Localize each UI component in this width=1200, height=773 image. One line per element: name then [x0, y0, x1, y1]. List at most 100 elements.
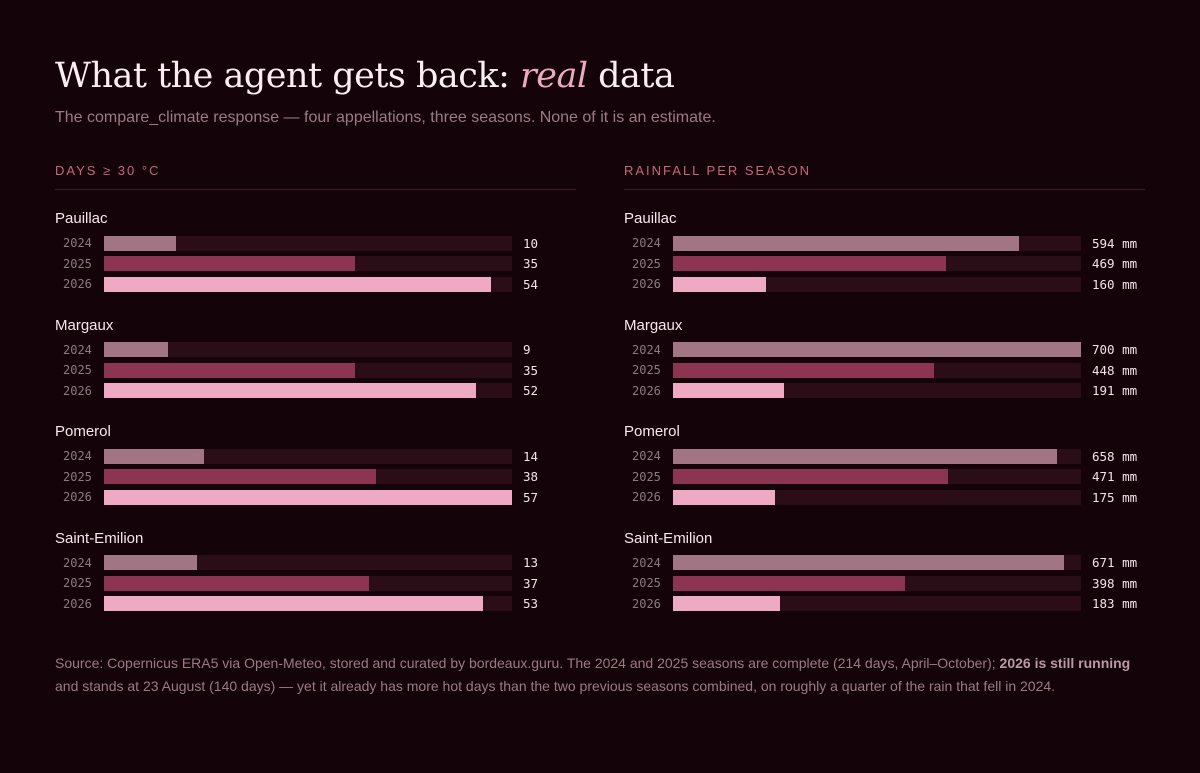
- season-label: 2026: [632, 383, 661, 398]
- bar-value: 594: [1092, 235, 1115, 251]
- page-subtitle: The compare_climate response — four appe…: [55, 109, 716, 126]
- bar-2024: [104, 235, 176, 251]
- bar-value: 53: [523, 596, 539, 612]
- bar-2024: [673, 448, 1057, 464]
- appellation-name: Margaux: [55, 316, 114, 334]
- page-title: What the agent gets back: real data: [55, 56, 675, 96]
- bar-unit: mm: [1122, 235, 1138, 251]
- bar-value: 35: [523, 256, 539, 272]
- bar-value-label: 35: [523, 256, 538, 271]
- bar-value: 469: [1092, 256, 1115, 272]
- appellation-name: Pauillac: [624, 210, 677, 227]
- bar-value: 160: [1092, 276, 1115, 292]
- bar-value-label: 38: [523, 469, 538, 484]
- bar-row: 2026 57: [55, 487, 576, 508]
- bar-value-label: 13: [523, 555, 538, 570]
- bar-track: [104, 489, 512, 505]
- bar-value-label: 469 mm: [1092, 256, 1137, 271]
- bar-row: 2026 183 mm: [624, 594, 1145, 615]
- bar-track: [673, 383, 1081, 399]
- season-label: 2026: [63, 490, 92, 505]
- appellation-group: Pauillac 2024 10 2025 35 2026 54: [55, 210, 576, 295]
- bar-track: [104, 596, 512, 612]
- bar-2025: [104, 362, 355, 378]
- bar-row: 2025 35: [55, 254, 576, 275]
- bar-row: 2025 38: [55, 467, 576, 488]
- bar-track: [673, 235, 1081, 251]
- season-label: 2025: [632, 469, 661, 484]
- bar-track: [104, 256, 512, 272]
- bar-unit: mm: [1122, 469, 1138, 485]
- bar-unit: mm: [1122, 555, 1138, 571]
- bar-2025: [673, 256, 947, 272]
- bar-2026: [104, 383, 477, 399]
- source-note-bold: 2026 is still running: [999, 655, 1131, 671]
- bar-row: 2024 594 mm: [624, 233, 1145, 254]
- bar-2025: [673, 575, 905, 591]
- season-label: 2025: [632, 256, 661, 271]
- bar-track: [673, 276, 1081, 292]
- season-label: 2026: [63, 596, 92, 611]
- bar-value: 10: [523, 235, 539, 251]
- bar-track: [104, 469, 512, 485]
- bar-unit: mm: [1122, 596, 1138, 612]
- appellation-group: Margaux 2024 700 mm 2025 448 mm 2026 191 mm: [624, 317, 1145, 402]
- season-label: 2025: [632, 363, 661, 378]
- bar-row: 2026 160 mm: [624, 274, 1145, 295]
- bar-row: 2024 14: [55, 446, 576, 467]
- bar-value-label: 175 mm: [1092, 490, 1137, 505]
- bar-track: [104, 235, 512, 251]
- bar-value: 54: [523, 276, 539, 292]
- source-note-part2: and stands at 23 August (140 days) — yet…: [55, 677, 1056, 694]
- bar-value: 471: [1092, 469, 1115, 485]
- appellation-group: Pauillac 2024 594 mm 2025 469 mm 2026 160 mm: [624, 210, 1145, 295]
- bar-value: 448: [1092, 362, 1115, 378]
- bar-value-label: 54: [523, 277, 538, 292]
- bar-track: [104, 555, 512, 571]
- bar-unit: mm: [1122, 448, 1138, 464]
- bar-value: 13: [523, 555, 539, 571]
- appellation-name: Pomerol: [55, 423, 111, 440]
- season-label: 2025: [63, 576, 92, 591]
- bar-row: 2024 700 mm: [624, 340, 1145, 361]
- bar-row: 2026 175 mm: [624, 487, 1145, 508]
- bar-value-label: 37: [523, 576, 538, 591]
- bar-value-label: 9: [523, 342, 531, 357]
- bar-2024: [673, 342, 1081, 358]
- bar-row: 2025 469 mm: [624, 254, 1145, 275]
- bar-track: [104, 383, 512, 399]
- season-label: 2024: [632, 342, 661, 357]
- bar-2025: [104, 256, 355, 272]
- season-label: 2026: [632, 277, 661, 292]
- season-label: 2025: [63, 363, 92, 378]
- season-label: 2024: [63, 449, 92, 464]
- bar-unit: mm: [1122, 256, 1138, 272]
- source-note: Source: Copernicus ERA5 via Open-Meteo, …: [55, 652, 1145, 697]
- rainfall-chart-title: RAINFALL PER SEASON: [624, 163, 1145, 190]
- bar-track: [673, 342, 1081, 358]
- bar-row: 2026 53: [55, 594, 576, 615]
- bar-row: 2024 671 mm: [624, 553, 1145, 574]
- bar-track: [104, 362, 512, 378]
- bar-value-label: 700 mm: [1092, 342, 1137, 357]
- bar-track: [673, 469, 1081, 485]
- bar-value: 191: [1092, 383, 1115, 399]
- bar-2024: [673, 235, 1020, 251]
- bar-value-label: 448 mm: [1092, 363, 1137, 378]
- season-label: 2026: [632, 490, 661, 505]
- bar-value-label: 10: [523, 236, 538, 251]
- bar-value-label: 398 mm: [1092, 576, 1137, 591]
- bar-track: [673, 448, 1081, 464]
- bar-2026: [104, 596, 484, 612]
- bar-value-label: 671 mm: [1092, 555, 1137, 570]
- bar-row: 2024 658 mm: [624, 446, 1145, 467]
- bar-track: [673, 555, 1081, 571]
- bar-value-label: 35: [523, 363, 538, 378]
- bar-value: 9: [523, 342, 531, 358]
- season-label: 2026: [63, 383, 92, 398]
- bar-unit: mm: [1122, 489, 1138, 505]
- appellation-name: Saint-Emilion: [55, 529, 144, 547]
- bar-2026: [104, 489, 512, 505]
- bar-unit: mm: [1122, 575, 1138, 591]
- appellation-group: Pomerol 2024 658 mm 2025 471 mm 2026 175 mm: [624, 423, 1145, 508]
